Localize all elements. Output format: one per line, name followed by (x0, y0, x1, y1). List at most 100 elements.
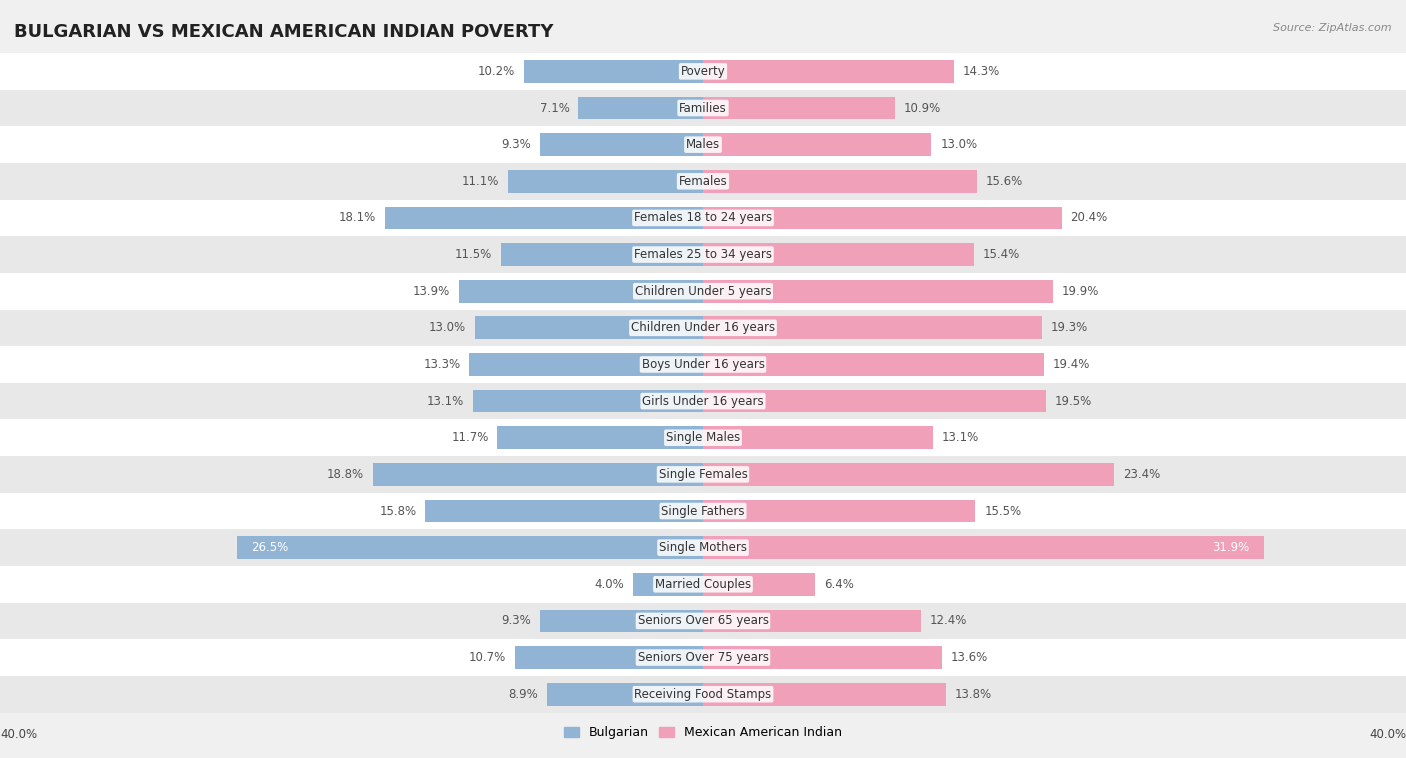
Text: Single Females: Single Females (658, 468, 748, 481)
Text: 13.8%: 13.8% (955, 688, 991, 700)
Bar (238, 537, 703, 559)
Bar (0, 603, 1406, 639)
Bar (0, 199, 1406, 236)
Bar (472, 390, 703, 412)
Text: 15.6%: 15.6% (986, 175, 1024, 188)
Bar (703, 60, 955, 83)
Text: 18.8%: 18.8% (326, 468, 364, 481)
Text: Single Males: Single Males (666, 431, 740, 444)
Bar (508, 170, 703, 193)
Text: 13.0%: 13.0% (429, 321, 465, 334)
Text: 13.1%: 13.1% (942, 431, 979, 444)
Bar (703, 207, 1062, 229)
Bar (425, 500, 703, 522)
Text: 19.3%: 19.3% (1052, 321, 1088, 334)
Bar (703, 683, 945, 706)
Bar (0, 89, 1406, 127)
Text: 20.4%: 20.4% (1070, 211, 1108, 224)
Bar (703, 427, 934, 449)
Text: 4.0%: 4.0% (595, 578, 624, 590)
Bar (0, 639, 1406, 676)
Text: 10.9%: 10.9% (904, 102, 941, 114)
Bar (0, 163, 1406, 199)
Bar (703, 500, 976, 522)
Text: 13.1%: 13.1% (427, 395, 464, 408)
Bar (703, 537, 1264, 559)
Bar (0, 419, 1406, 456)
Bar (0, 493, 1406, 529)
Bar (703, 390, 1046, 412)
Text: 13.9%: 13.9% (413, 285, 450, 298)
Text: 15.5%: 15.5% (984, 505, 1021, 518)
Bar (703, 609, 921, 632)
Bar (703, 243, 973, 266)
Bar (0, 53, 1406, 89)
Bar (0, 529, 1406, 566)
Text: Boys Under 16 years: Boys Under 16 years (641, 358, 765, 371)
Legend: Bulgarian, Mexican American Indian: Bulgarian, Mexican American Indian (560, 721, 846, 744)
Text: Single Mothers: Single Mothers (659, 541, 747, 554)
Text: 13.3%: 13.3% (423, 358, 461, 371)
Bar (703, 647, 942, 669)
Bar (458, 280, 703, 302)
Text: 10.7%: 10.7% (470, 651, 506, 664)
Text: 6.4%: 6.4% (824, 578, 853, 590)
Bar (373, 463, 703, 486)
Bar (0, 566, 1406, 603)
Text: Married Couples: Married Couples (655, 578, 751, 590)
Bar (540, 133, 703, 156)
Text: Children Under 5 years: Children Under 5 years (634, 285, 772, 298)
Text: 19.4%: 19.4% (1053, 358, 1090, 371)
Bar (0, 127, 1406, 163)
Text: 14.3%: 14.3% (963, 65, 1000, 78)
Text: 23.4%: 23.4% (1123, 468, 1160, 481)
Text: 11.1%: 11.1% (461, 175, 499, 188)
Bar (547, 683, 703, 706)
Text: 18.1%: 18.1% (339, 211, 375, 224)
Text: Females 25 to 34 years: Females 25 to 34 years (634, 248, 772, 261)
Bar (0, 383, 1406, 419)
Bar (0, 273, 1406, 309)
Text: 26.5%: 26.5% (252, 541, 288, 554)
Text: 7.1%: 7.1% (540, 102, 569, 114)
Text: Poverty: Poverty (681, 65, 725, 78)
Text: Girls Under 16 years: Girls Under 16 years (643, 395, 763, 408)
Text: 8.9%: 8.9% (508, 688, 537, 700)
Text: 15.4%: 15.4% (983, 248, 1019, 261)
Bar (578, 97, 703, 119)
Text: 40.0%: 40.0% (0, 728, 37, 741)
Text: 15.8%: 15.8% (380, 505, 416, 518)
Text: 40.0%: 40.0% (1369, 728, 1406, 741)
Text: 19.9%: 19.9% (1062, 285, 1099, 298)
Bar (524, 60, 703, 83)
Bar (703, 463, 1114, 486)
Text: Females: Females (679, 175, 727, 188)
Bar (703, 133, 932, 156)
Bar (703, 97, 894, 119)
Text: Receiving Food Stamps: Receiving Food Stamps (634, 688, 772, 700)
Text: Males: Males (686, 138, 720, 151)
Text: Seniors Over 75 years: Seniors Over 75 years (637, 651, 769, 664)
Bar (470, 353, 703, 376)
Bar (0, 676, 1406, 713)
Bar (0, 346, 1406, 383)
Text: 12.4%: 12.4% (929, 615, 967, 628)
Text: Families: Families (679, 102, 727, 114)
Text: 11.7%: 11.7% (451, 431, 489, 444)
Bar (475, 317, 703, 339)
Bar (0, 309, 1406, 346)
Bar (633, 573, 703, 596)
Text: 13.0%: 13.0% (941, 138, 977, 151)
Text: 31.9%: 31.9% (1212, 541, 1250, 554)
Text: 19.5%: 19.5% (1054, 395, 1091, 408)
Bar (703, 170, 977, 193)
Text: BULGARIAN VS MEXICAN AMERICAN INDIAN POVERTY: BULGARIAN VS MEXICAN AMERICAN INDIAN POV… (14, 23, 554, 41)
Bar (540, 609, 703, 632)
Text: Females 18 to 24 years: Females 18 to 24 years (634, 211, 772, 224)
Bar (501, 243, 703, 266)
Text: Source: ZipAtlas.com: Source: ZipAtlas.com (1274, 23, 1392, 33)
Text: Children Under 16 years: Children Under 16 years (631, 321, 775, 334)
Bar (0, 456, 1406, 493)
Bar (515, 647, 703, 669)
Text: 11.5%: 11.5% (456, 248, 492, 261)
